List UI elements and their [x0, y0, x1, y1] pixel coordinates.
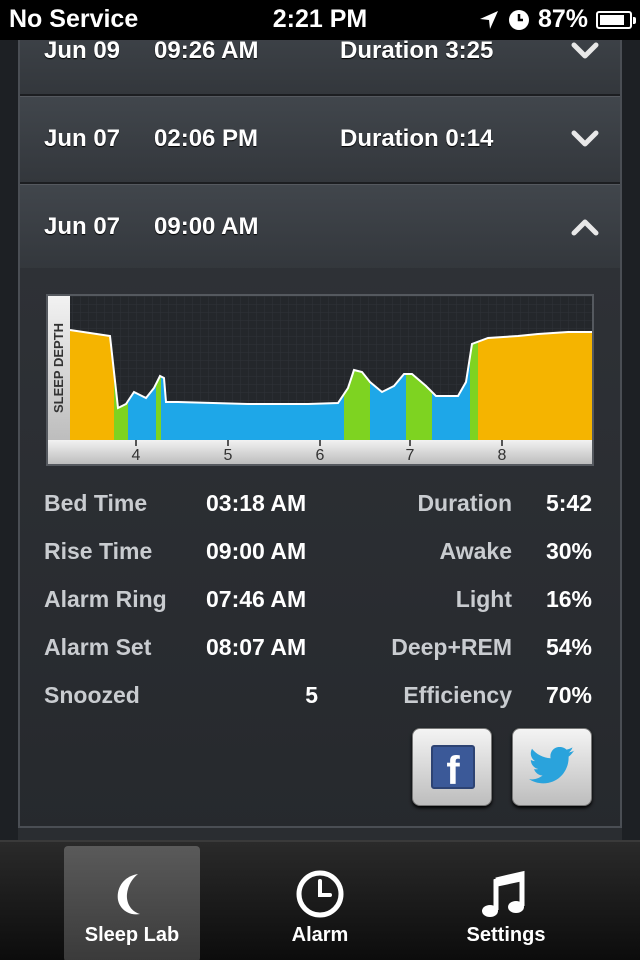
panel-bottom-edge	[18, 826, 622, 840]
facebook-icon: f	[431, 745, 475, 793]
tab-sleep-lab[interactable]: Sleep Lab	[64, 846, 200, 960]
x-tick-label: 8	[498, 447, 507, 464]
stat-label-alarm-ring: Alarm Ring	[44, 586, 167, 612]
stat-value-rise-time: 09:00 AM	[206, 538, 307, 564]
stage-band-awake	[478, 332, 592, 440]
stat-value-alarm-set: 08:07 AM	[206, 634, 307, 660]
stat-value-awake: 30%	[545, 538, 592, 564]
clock-icon	[296, 870, 344, 918]
stat-value-snoozed: 5	[305, 682, 318, 708]
stage-band-light	[344, 370, 370, 440]
stat-label-bed-time: Bed Time	[44, 490, 148, 516]
stage-band-awake	[70, 330, 114, 440]
moon-icon	[117, 874, 140, 915]
stage-band-light	[156, 376, 161, 440]
stat-label-light: Light	[455, 586, 512, 612]
stat-label-deep-rem: Deep+REM	[391, 634, 512, 660]
stat-value-bed-time: 03:18 AM	[206, 490, 307, 516]
stage-band-deep	[166, 394, 344, 440]
alarm-clock-icon	[508, 9, 529, 30]
twitter-share-button[interactable]	[512, 728, 592, 806]
session-duration: Duration 3:25	[340, 40, 494, 64]
location-arrow-icon	[479, 10, 498, 29]
facebook-share-button[interactable]: f	[412, 728, 492, 806]
session-row[interactable]: Jun 09 09:26 AM Duration 3:25	[20, 40, 620, 96]
twitter-bird-icon	[529, 747, 575, 784]
x-tick-label: 4	[132, 447, 141, 464]
tab-bar: Sleep Lab Alarm Settings	[0, 840, 640, 960]
session-time: 09:26 AM	[154, 40, 259, 64]
stage-band-deep	[432, 356, 470, 440]
stat-value-light: 16%	[545, 586, 592, 612]
session-date: Jun 07	[44, 213, 121, 240]
stat-label-rise-time: Rise Time	[44, 538, 153, 564]
tab-label: Sleep Lab	[84, 924, 180, 946]
session-time: 09:00 AM	[154, 213, 259, 240]
x-tick-label: 5	[224, 447, 233, 464]
session-date: Jun 09	[44, 40, 121, 64]
battery-icon	[596, 10, 636, 29]
stage-band-light	[114, 372, 128, 440]
tab-alarm[interactable]: Alarm	[252, 846, 388, 960]
stat-value-alarm-ring: 07:46 AM	[206, 586, 307, 612]
stage-band-light	[406, 374, 432, 440]
tab-label: Alarm	[291, 924, 349, 946]
sleep-stage-bands	[70, 330, 592, 440]
stage-band-deep	[128, 384, 156, 440]
sleep-depth-line	[69, 329, 592, 410]
stat-value-efficiency: 70%	[545, 682, 592, 708]
battery-percent: 87%	[537, 5, 588, 33]
chevron-down-icon[interactable]	[570, 127, 600, 151]
status-icons: 87%	[478, 5, 636, 34]
stat-label-awake: Awake	[439, 538, 512, 564]
stat-value-deep-rem: 54%	[545, 634, 592, 660]
carrier-label: No Service	[9, 5, 139, 33]
tab-label: Settings	[466, 924, 546, 946]
x-tick-label: 6	[316, 447, 325, 464]
sleep-depth-chart: SLEEP DEPTH 4 5 6 7 8	[46, 294, 594, 466]
music-note-icon	[482, 870, 525, 917]
stage-band-light	[470, 341, 478, 440]
chevron-down-icon[interactable]	[570, 40, 600, 63]
session-duration: Duration 0:14	[340, 125, 494, 152]
x-axis-ticks: 4 5 6 7 8	[132, 440, 507, 464]
clock-label: 2:21 PM	[272, 5, 368, 33]
stat-label-duration: Duration	[417, 490, 512, 516]
session-row[interactable]: Jun 07 02:06 PM Duration 0:14	[20, 96, 620, 184]
session-row-expanded[interactable]: Jun 07 09:00 AM	[20, 184, 620, 272]
sleep-depth-plot: SLEEP DEPTH 4 5 6 7 8	[48, 296, 592, 464]
session-date: Jun 07	[44, 125, 121, 152]
chevron-up-icon[interactable]	[570, 215, 600, 239]
y-axis-label: SLEEP DEPTH	[51, 323, 66, 413]
stat-label-alarm-set: Alarm Set	[44, 634, 152, 660]
sleep-sessions-list: Jun 09 09:26 AM Duration 3:25 Jun 07 02:…	[18, 40, 622, 840]
session-time: 02:06 PM	[154, 125, 259, 152]
stat-value-duration: 5:42	[545, 490, 592, 516]
status-bar: No Service 2:21 PM 87%	[0, 0, 640, 40]
stat-label-snoozed: Snoozed	[44, 682, 140, 708]
tab-settings[interactable]: Settings	[438, 846, 574, 960]
x-tick-label: 7	[406, 447, 415, 464]
y-axis-strip	[48, 296, 70, 440]
stat-label-efficiency: Efficiency	[403, 682, 512, 708]
